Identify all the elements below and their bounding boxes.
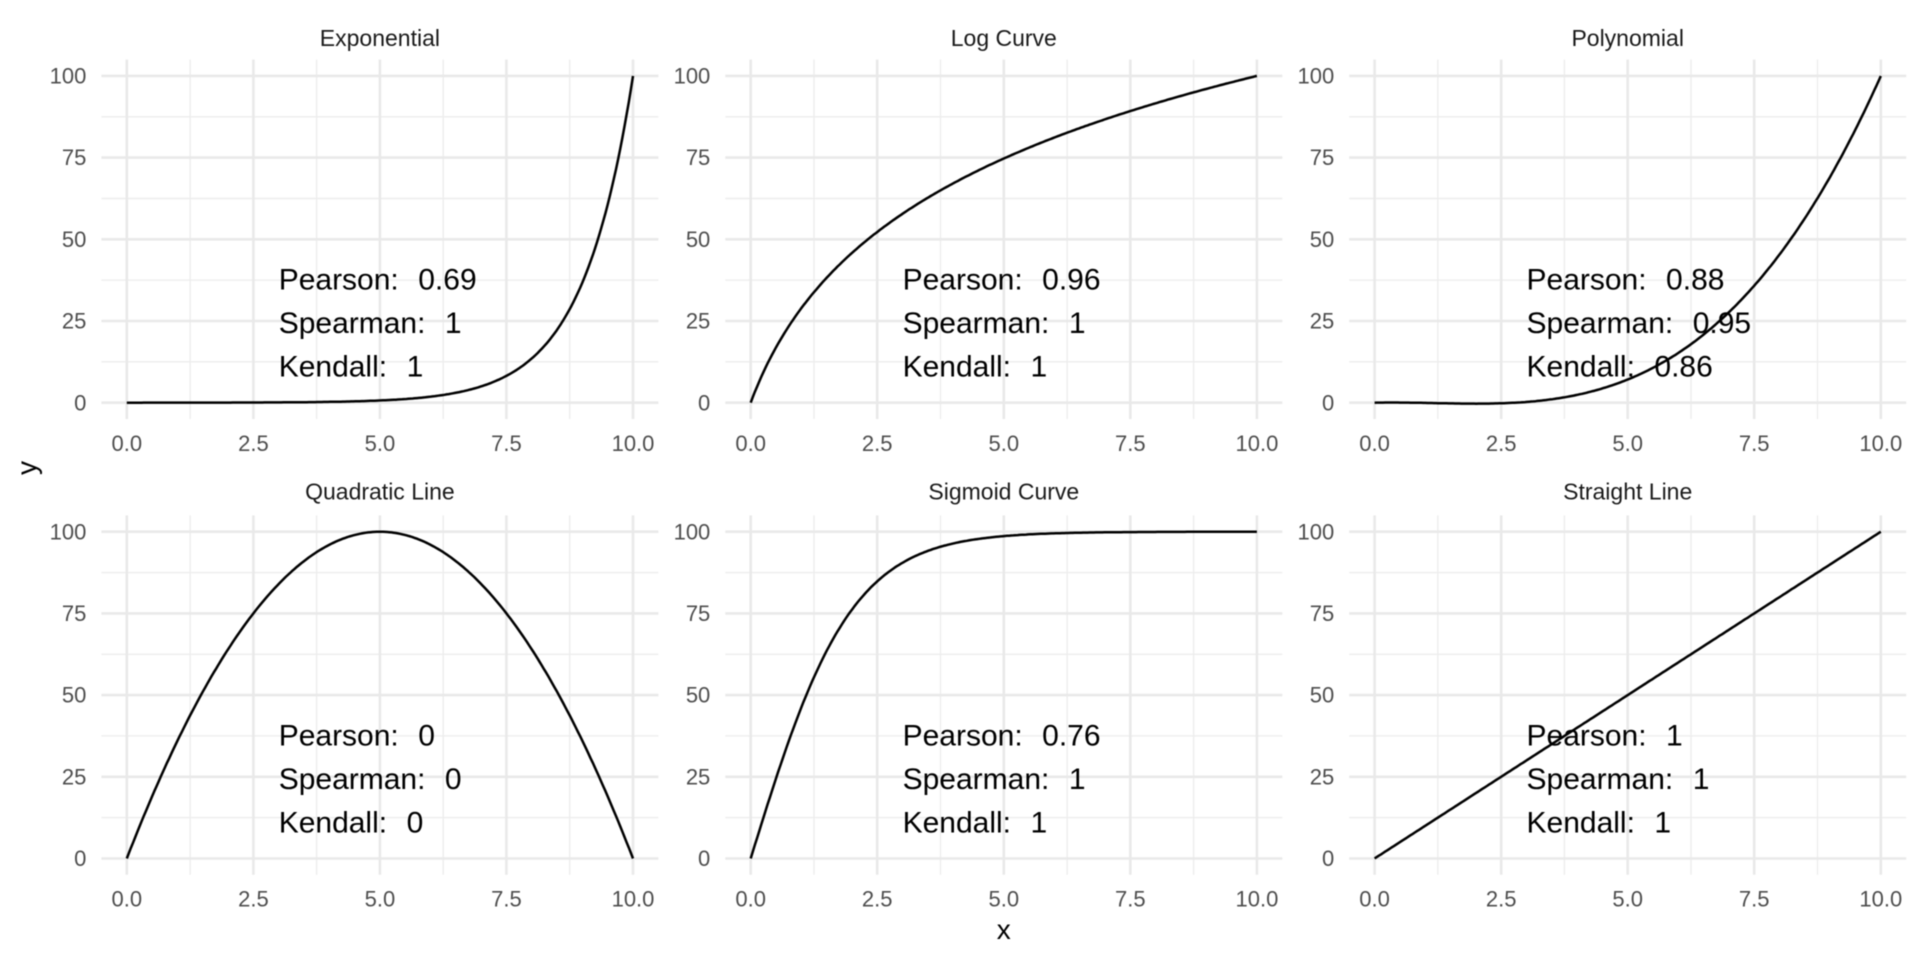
svg-text:50: 50	[686, 683, 710, 708]
svg-text:25: 25	[62, 764, 86, 789]
svg-text:Pearson: 0.76: Pearson: 0.76	[903, 720, 1101, 753]
svg-text:75: 75	[1310, 145, 1334, 170]
svg-text:7.5: 7.5	[1739, 431, 1770, 456]
svg-text:Kendall: 0.86: Kendall: 0.86	[1527, 351, 1713, 384]
svg-text:Spearman: 0: Spearman: 0	[279, 763, 462, 796]
svg-text:25: 25	[686, 309, 710, 334]
svg-text:Sigmoid Curve: Sigmoid Curve	[928, 478, 1079, 504]
svg-text:0.0: 0.0	[112, 887, 143, 912]
svg-text:Kendall: 1: Kendall: 1	[279, 351, 424, 384]
svg-text:5.0: 5.0	[1612, 887, 1643, 912]
svg-text:0: 0	[74, 390, 86, 415]
svg-text:Polynomial: Polynomial	[1571, 25, 1684, 51]
svg-text:0: 0	[698, 390, 710, 415]
svg-text:2.5: 2.5	[238, 431, 269, 456]
svg-text:2.5: 2.5	[862, 431, 893, 456]
svg-text:10.0: 10.0	[1235, 431, 1278, 456]
svg-text:0.0: 0.0	[735, 431, 766, 456]
svg-text:100: 100	[1297, 64, 1334, 89]
svg-text:2.5: 2.5	[238, 887, 269, 912]
svg-text:75: 75	[1310, 601, 1334, 626]
svg-text:Spearman: 0.95: Spearman: 0.95	[1527, 307, 1752, 340]
svg-text:100: 100	[674, 64, 711, 89]
svg-text:Pearson: 0: Pearson: 0	[279, 720, 435, 753]
svg-text:7.5: 7.5	[1115, 887, 1146, 912]
svg-text:50: 50	[62, 227, 86, 252]
svg-text:5.0: 5.0	[989, 431, 1020, 456]
svg-text:Spearman: 1: Spearman: 1	[903, 307, 1086, 340]
svg-text:75: 75	[62, 601, 86, 626]
svg-text:Kendall: 0: Kendall: 0	[279, 806, 424, 839]
svg-text:7.5: 7.5	[491, 887, 522, 912]
svg-text:2.5: 2.5	[1486, 431, 1517, 456]
svg-text:Kendall: 1: Kendall: 1	[1527, 806, 1672, 839]
svg-text:0.0: 0.0	[1359, 887, 1390, 912]
svg-text:0: 0	[698, 846, 710, 871]
svg-text:25: 25	[686, 764, 710, 789]
svg-text:50: 50	[1310, 227, 1334, 252]
svg-text:7.5: 7.5	[491, 431, 522, 456]
svg-text:25: 25	[62, 309, 86, 334]
svg-text:10.0: 10.0	[1235, 887, 1278, 912]
svg-text:Exponential: Exponential	[320, 25, 440, 51]
svg-text:75: 75	[686, 145, 710, 170]
svg-text:Kendall: 1: Kendall: 1	[903, 351, 1048, 384]
svg-text:7.5: 7.5	[1739, 887, 1770, 912]
svg-text:10.0: 10.0	[1859, 431, 1902, 456]
svg-text:50: 50	[1310, 683, 1334, 708]
svg-text:5.0: 5.0	[1612, 431, 1643, 456]
svg-text:2.5: 2.5	[862, 887, 893, 912]
svg-text:100: 100	[674, 519, 711, 544]
svg-text:50: 50	[62, 683, 86, 708]
svg-text:Spearman: 1: Spearman: 1	[903, 763, 1086, 796]
svg-text:Spearman: 1: Spearman: 1	[1527, 763, 1710, 796]
svg-text:75: 75	[686, 601, 710, 626]
svg-text:Pearson: 0.96: Pearson: 0.96	[903, 264, 1101, 297]
svg-text:Pearson: 0.69: Pearson: 0.69	[279, 264, 477, 297]
svg-text:10.0: 10.0	[612, 887, 655, 912]
svg-text:100: 100	[50, 64, 87, 89]
svg-text:Log Curve: Log Curve	[951, 25, 1057, 51]
svg-text:0.0: 0.0	[112, 431, 143, 456]
svg-text:75: 75	[62, 145, 86, 170]
svg-text:0: 0	[1322, 846, 1334, 871]
svg-text:Pearson: 1: Pearson: 1	[1527, 720, 1683, 753]
svg-text:Quadratic Line: Quadratic Line	[305, 478, 455, 504]
svg-text:Pearson: 0.88: Pearson: 0.88	[1527, 264, 1725, 297]
svg-text:10.0: 10.0	[612, 431, 655, 456]
svg-text:100: 100	[1297, 519, 1334, 544]
svg-text:7.5: 7.5	[1115, 431, 1146, 456]
svg-text:100: 100	[50, 519, 87, 544]
svg-text:10.0: 10.0	[1859, 887, 1902, 912]
svg-text:25: 25	[1310, 764, 1334, 789]
svg-text:Spearman: 1: Spearman: 1	[279, 307, 462, 340]
svg-text:5.0: 5.0	[365, 431, 396, 456]
svg-text:0: 0	[1322, 390, 1334, 415]
svg-text:25: 25	[1310, 309, 1334, 334]
svg-text:Kendall: 1: Kendall: 1	[903, 806, 1048, 839]
svg-text:y: y	[11, 461, 42, 475]
svg-text:5.0: 5.0	[989, 887, 1020, 912]
svg-text:x: x	[997, 914, 1011, 945]
svg-text:0: 0	[74, 846, 86, 871]
svg-text:Straight Line: Straight Line	[1563, 478, 1692, 504]
svg-text:2.5: 2.5	[1486, 887, 1517, 912]
svg-text:5.0: 5.0	[365, 887, 396, 912]
svg-text:0.0: 0.0	[735, 887, 766, 912]
svg-text:0.0: 0.0	[1359, 431, 1390, 456]
svg-text:50: 50	[686, 227, 710, 252]
